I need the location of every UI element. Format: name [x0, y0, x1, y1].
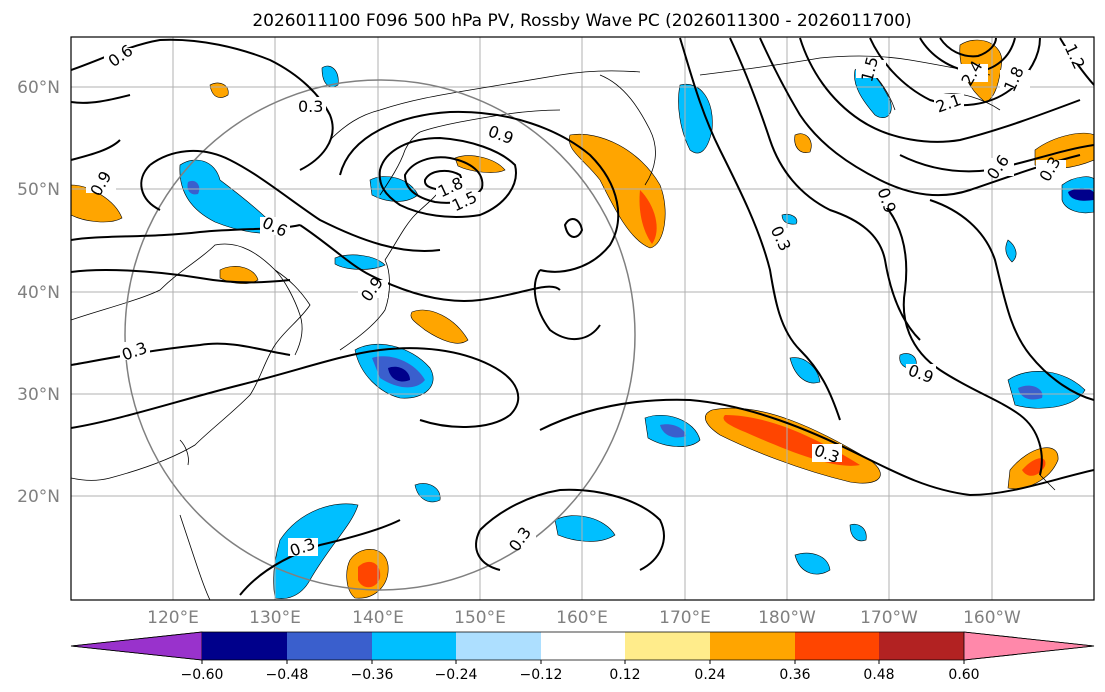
lat-label-30n: 30°N	[17, 385, 60, 405]
coastlines	[71, 55, 1056, 600]
colorbar-tick-7: 0.24	[694, 667, 725, 683]
colorbar-bin-7	[710, 632, 795, 660]
lon-label-170w: 170°W	[860, 608, 918, 628]
negative-anomaly-small-8	[781, 213, 798, 225]
colorbar-tick-10: 0.60	[948, 667, 979, 683]
positive-anomaly-kamchatka-core	[639, 190, 657, 244]
map-panel: 0.6 0.3 0.9 1.8 1.5 0.6 0.9 0.3 0.9 0.3	[70, 36, 1095, 601]
colorbar: −0.60 −0.48 −0.36 −0.24 −0.12 0.12 0.24 …	[70, 631, 1095, 683]
negative-anomaly-small-7	[1005, 239, 1017, 263]
positive-anomaly-bering	[794, 133, 812, 153]
negative-anomaly-small-2	[789, 357, 821, 384]
negative-anomaly-small-5	[849, 523, 867, 542]
colorbar-bin-3	[372, 632, 456, 660]
colorbar-tick-2: −0.48	[266, 667, 309, 683]
map-frame	[70, 36, 1095, 601]
positive-anomaly-kamchatka	[568, 133, 666, 249]
negative-anomaly-central	[554, 515, 616, 542]
negative-anomaly-small-3	[794, 552, 831, 575]
colorbar-bin-4	[456, 632, 541, 660]
positive-anomaly-southeast-core	[1022, 458, 1046, 476]
lat-label-40n: 40°N	[17, 283, 60, 303]
great-circle-radius	[124, 79, 636, 591]
negative-anomaly-manchuria-core	[187, 180, 200, 195]
colorbar-under-extend	[70, 631, 203, 661]
colorbar-tick-9: 0.48	[863, 667, 894, 683]
figure-title: 2026011100 F096 500 hPa PV, Rossby Wave …	[252, 11, 911, 31]
lon-label-120e: 120°E	[147, 608, 199, 628]
negative-anomaly-yellow-sea	[334, 254, 386, 270]
colorbar-tick-3: −0.36	[351, 667, 394, 683]
colorbar-bin-5	[541, 632, 625, 660]
longitude-labels: 120°E 130°E 140°E 150°E 160°E 170°E 180°…	[147, 608, 1021, 628]
lon-label-180w: 180°W	[758, 608, 816, 628]
colorbar-bin-6	[625, 632, 710, 660]
negative-anomaly-pacific-core	[660, 424, 686, 438]
lon-label-170e: 170°E	[659, 608, 711, 628]
colorbar-tick-1: −0.60	[181, 667, 224, 683]
gridlines	[71, 37, 1094, 600]
lon-label-160w: 160°W	[963, 608, 1021, 628]
lon-label-150e: 150°E	[454, 608, 506, 628]
positive-anomaly-south-core	[358, 561, 381, 588]
colorbar-tick-6: 0.12	[609, 667, 640, 683]
latitude-labels: 60°N 50°N 40°N 30°N 20°N	[17, 78, 60, 507]
negative-anomaly-east-pacific	[1007, 370, 1086, 409]
contour-label-2: 0.3	[298, 97, 323, 116]
positive-anomaly-japan	[410, 309, 469, 344]
colorbar-bin-8	[795, 632, 879, 660]
negative-anomaly-small-1	[414, 483, 441, 503]
lat-label-50n: 50°N	[17, 180, 60, 200]
lat-label-60n: 60°N	[17, 78, 60, 98]
negative-anomaly-japan-sea-core	[388, 366, 410, 382]
colorbar-tick-4: −0.24	[435, 667, 478, 683]
colorbar-bin-9	[879, 632, 964, 660]
colorbar-over-extend	[963, 631, 1095, 661]
colorbar-bin-1	[202, 632, 287, 660]
lon-label-160e: 160°E	[556, 608, 608, 628]
negative-anomaly-east-core	[1068, 188, 1094, 201]
colorbar-bin-2	[287, 632, 372, 660]
negative-anomaly-east-pacific-core	[1018, 385, 1043, 400]
lat-label-20n: 20°N	[17, 487, 60, 507]
negative-anomaly-siberia	[678, 83, 713, 154]
negative-anomaly-small-4	[321, 65, 339, 88]
lon-label-140e: 140°E	[352, 608, 404, 628]
colorbar-tick-8: 0.36	[779, 667, 810, 683]
lon-label-130e: 130°E	[249, 608, 301, 628]
colorbar-tick-5: −0.12	[520, 667, 563, 683]
